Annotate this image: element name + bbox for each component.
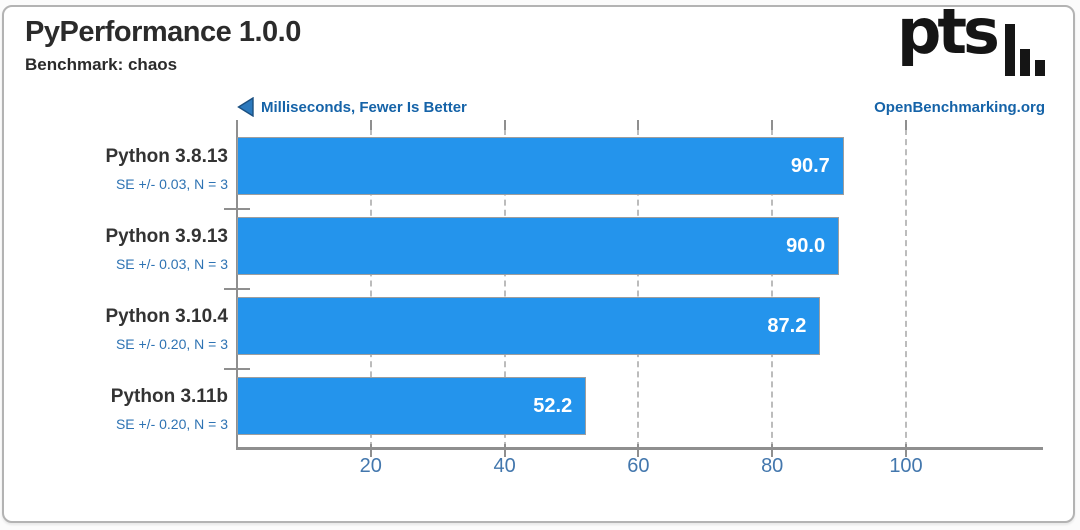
- category-label: Python 3.10.4: [105, 306, 229, 328]
- result-bar: 90.0: [237, 217, 840, 275]
- gridline: [503, 129, 506, 448]
- pts-logo: pts: [897, 0, 1047, 88]
- unit-label: Milliseconds, Fewer Is Better: [261, 98, 467, 116]
- standard-error-label: SE +/- 0.20, N = 3: [115, 335, 228, 352]
- axis-tick-top: [905, 120, 907, 130]
- standard-error-label: SE +/- 0.03, N = 3: [115, 175, 228, 192]
- x-tick-label: 60: [627, 455, 650, 477]
- x-tick-label: 40: [493, 455, 516, 477]
- gridline: [905, 129, 907, 448]
- axis-tick-bottom: [905, 444, 907, 457]
- bar-value-label: 90.7: [790, 154, 830, 177]
- page-title: PyPerformance 1.0.0: [25, 16, 301, 48]
- row-label-group: Python 3.11b SE +/- 0.20, N = 3: [28, 377, 228, 435]
- x-tick-label: 20: [359, 455, 382, 477]
- axis-tick-top: [637, 120, 640, 130]
- x-tick-label: 80: [761, 455, 784, 477]
- openbenchmarking-link[interactable]: OpenBenchmarking.org: [874, 99, 1045, 116]
- standard-error-label: SE +/- 0.03, N = 3: [115, 255, 228, 272]
- axis-tick-top: [369, 120, 372, 130]
- axis-tick-bottom: [637, 444, 640, 457]
- y-axis-line: [236, 120, 238, 448]
- row-label-group: Python 3.9.13 SE +/- 0.03, N = 3: [28, 217, 229, 275]
- category-label: Python 3.8.13: [105, 146, 229, 168]
- axis-tick-top: [771, 120, 774, 130]
- row-label-group: Python 3.10.4 SE +/- 0.20, N = 3: [28, 297, 229, 355]
- axis-tick-top: [503, 120, 506, 130]
- bar-value-label: 87.2: [767, 314, 807, 337]
- axis-tick-bottom: [771, 444, 774, 457]
- gridline: [637, 129, 640, 448]
- x-axis-line: [236, 447, 1043, 450]
- axis-tick-bottom: [503, 444, 506, 457]
- pts-logo-bars-icon: [1005, 24, 1045, 76]
- bar-value-label: 90.0: [786, 234, 826, 257]
- axis-tick-bottom: [369, 444, 372, 457]
- category-label: Python 3.11b: [110, 386, 228, 408]
- pts-logo-text: pts: [897, 0, 1000, 68]
- x-tick-label: 100: [889, 455, 923, 477]
- unit-legend: Milliseconds, Fewer Is Better: [237, 97, 467, 117]
- row-label-group: Python 3.8.13 SE +/- 0.03, N = 3: [28, 137, 229, 195]
- result-bar: 90.7: [237, 137, 844, 195]
- fewer-is-better-arrow-icon: [237, 97, 254, 117]
- gridline: [771, 129, 774, 448]
- result-bar: 52.2: [237, 377, 587, 435]
- category-label: Python 3.9.13: [105, 226, 229, 248]
- standard-error-label: SE +/- 0.20, N = 3: [115, 415, 228, 432]
- page-subtitle: Benchmark: chaos: [25, 55, 178, 74]
- result-bar: 87.2: [237, 297, 821, 355]
- gridline: [369, 129, 372, 448]
- bar-value-label: 52.2: [533, 394, 573, 417]
